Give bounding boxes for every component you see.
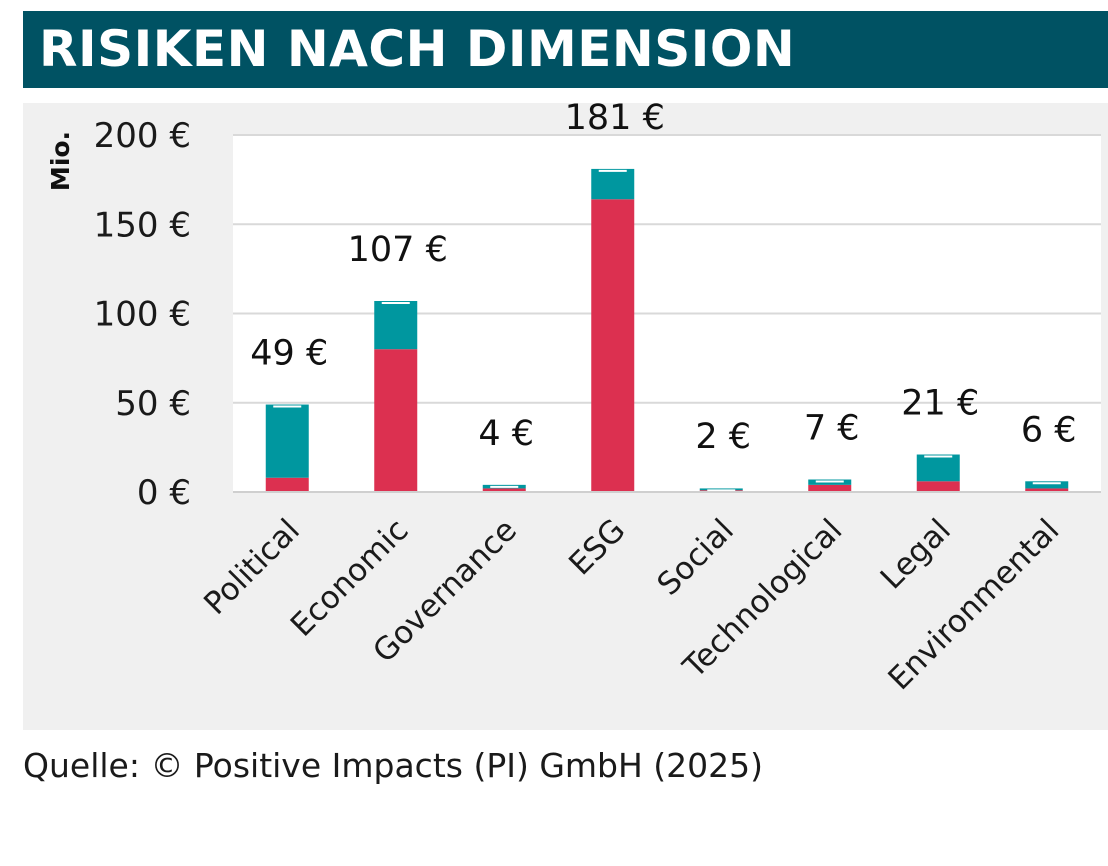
- bar-segment-esg-2: [591, 168, 635, 200]
- title-bar: RISIKEN NACH DIMENSION: [23, 11, 1108, 88]
- bars: [265, 168, 1069, 492]
- x-tick-label-social: Social: [650, 512, 740, 602]
- bar-segment-esg-1: [591, 199, 635, 492]
- total-label-technological: 7 €: [804, 409, 860, 449]
- y-axis-label: Mio.: [46, 131, 75, 191]
- total-label-political: 49 €: [250, 334, 328, 374]
- bar-segment-governance-1: [482, 488, 526, 492]
- x-tick-label-legal: Legal: [874, 512, 958, 596]
- y-axis: 0 € 50 € 100 € 150 € 200 € Mio.: [46, 116, 191, 513]
- y-tick-label: 150 €: [94, 205, 191, 245]
- total-label-economic: 107 €: [348, 230, 448, 270]
- y-tick-label: 0 €: [137, 473, 191, 513]
- source-note: Quelle: © Positive Impacts (PI) GmbH (20…: [23, 746, 764, 785]
- bar-segment-economic-1: [374, 349, 418, 492]
- total-label-governance: 4 €: [478, 414, 534, 454]
- bar-segment-political-2: [265, 404, 309, 478]
- bar-segment-social-2: [699, 488, 743, 491]
- chart-panel: 0 € 50 € 100 € 150 € 200 € Mio. 49 € 107 € 4 € 1…: [23, 103, 1108, 730]
- y-tick-label: 200 €: [94, 116, 191, 156]
- total-label-legal: 21 €: [901, 384, 979, 424]
- bar-segment-legal-1: [916, 481, 960, 492]
- bar-segment-environmental-2: [1025, 481, 1069, 489]
- bar-segment-economic-2: [374, 301, 418, 350]
- total-label-environmental: 6 €: [1021, 410, 1077, 450]
- total-label-social: 2 €: [695, 417, 751, 457]
- bar-segment-environmental-1: [1025, 488, 1069, 492]
- data-labels: 49 € 107 € 4 € 181 € 2 € 7 € 21 € 6 €: [250, 103, 1076, 457]
- bar-segment-technological-1: [808, 484, 852, 492]
- y-tick-label: 100 €: [94, 295, 191, 335]
- grid-lines: [233, 134, 1101, 493]
- x-tick-label-political: Political: [197, 512, 307, 622]
- bar-chart: 0 € 50 € 100 € 150 € 200 € Mio. 49 € 107 € 4 € 1…: [46, 103, 1101, 697]
- bar-segment-legal-2: [916, 454, 960, 482]
- x-tick-label-esg: ESG: [562, 512, 632, 582]
- y-tick-label: 50 €: [115, 384, 191, 424]
- bar-segment-political-1: [265, 477, 309, 492]
- total-label-esg: 181 €: [565, 103, 665, 138]
- chart-title: RISIKEN NACH DIMENSION: [39, 20, 796, 78]
